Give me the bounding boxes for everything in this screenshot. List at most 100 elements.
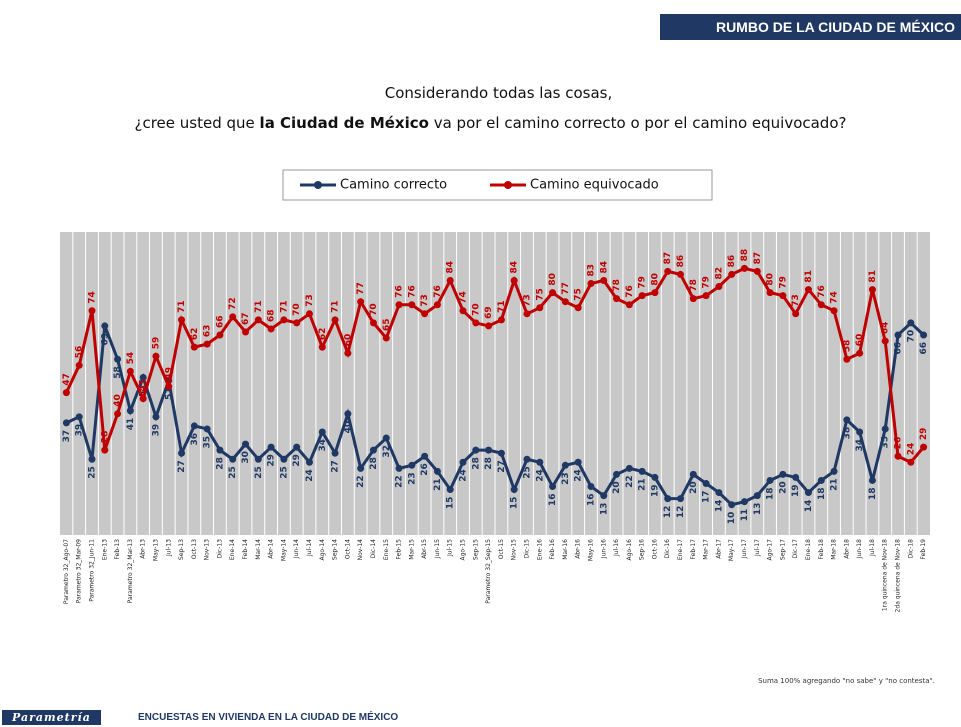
data-point <box>523 310 531 318</box>
x-tick-label: Nov-15 <box>511 539 518 561</box>
data-label: 45 <box>139 379 149 392</box>
data-point <box>561 298 569 306</box>
x-tick-label: Mar-14 <box>255 539 262 560</box>
x-tick-label: Jun-15 <box>434 539 441 559</box>
data-label: 77 <box>561 282 571 295</box>
data-label: 70 <box>369 303 379 316</box>
data-point <box>702 479 710 487</box>
data-point <box>357 464 365 472</box>
x-tick-label: Parametro 32_Mar-09 <box>76 539 83 604</box>
data-point <box>318 428 326 436</box>
data-label: 29 <box>292 454 302 467</box>
data-point <box>88 307 96 315</box>
x-tick-label: Jul-14 <box>306 539 313 557</box>
footer-text: ENCUESTAS EN VIVIENDA EN LA CIUDAD DE MÉ… <box>138 712 399 723</box>
x-tick-label: Feb-15 <box>396 539 403 560</box>
data-label: 77 <box>356 282 366 295</box>
data-point <box>242 328 250 336</box>
data-label: 58 <box>113 366 123 379</box>
data-label: 71 <box>497 300 507 313</box>
data-point <box>305 310 313 318</box>
data-label: 25 <box>522 466 532 479</box>
data-point <box>446 486 454 494</box>
data-label: 26 <box>420 463 430 476</box>
x-tick-label: Mar-15 <box>408 539 415 560</box>
data-label: 49 <box>164 367 174 380</box>
x-tick-label: Abr-16 <box>575 539 582 559</box>
data-label: 52 <box>139 384 149 397</box>
x-tick-label: Oct-16 <box>651 539 658 559</box>
data-label: 22 <box>395 475 405 488</box>
data-label: 58 <box>842 340 852 353</box>
data-label: 79 <box>778 276 788 289</box>
data-point <box>178 449 186 457</box>
data-point <box>664 495 672 503</box>
x-tick-label: Dic-17 <box>792 539 799 559</box>
data-point <box>203 340 211 348</box>
data-point <box>677 495 685 503</box>
data-point <box>114 355 122 363</box>
x-tick-label: Jun-16 <box>600 539 607 559</box>
data-label: 28 <box>369 457 379 470</box>
data-point <box>216 331 224 339</box>
legend-marker <box>314 181 322 189</box>
data-label: 74 <box>87 291 97 304</box>
data-point <box>856 428 864 436</box>
x-tick-label: Mar-16 <box>562 539 569 560</box>
data-point <box>510 486 518 494</box>
data-label: 76 <box>395 285 405 298</box>
x-tick-label: Abr-15 <box>421 539 428 559</box>
data-label: 62 <box>190 328 200 341</box>
x-tick-label: Ene-17 <box>677 539 684 560</box>
data-label: 14 <box>714 500 724 513</box>
data-label: 47 <box>62 373 72 386</box>
data-point <box>331 449 339 457</box>
data-point <box>126 407 134 415</box>
data-label: 54 <box>126 352 136 365</box>
data-point <box>62 389 70 397</box>
data-label: 60 <box>343 334 353 347</box>
data-label: 16 <box>586 494 596 507</box>
data-point <box>715 489 723 497</box>
data-point <box>804 489 812 497</box>
x-tick-label: May-16 <box>587 539 594 561</box>
data-point <box>740 498 748 506</box>
data-label: 30 <box>241 451 251 464</box>
data-label: 56 <box>75 346 85 359</box>
data-label: 11 <box>740 509 750 522</box>
data-label: 75 <box>574 288 584 301</box>
data-label: 81 <box>868 270 878 283</box>
data-label: 41 <box>126 418 136 431</box>
data-label: 18 <box>817 487 827 500</box>
data-label: 84 <box>599 261 609 274</box>
data-label: 18 <box>766 487 776 500</box>
data-label: 34 <box>318 439 328 452</box>
x-tick-label: Jul-13 <box>165 539 172 557</box>
data-label: 13 <box>753 503 763 516</box>
x-tick-label: Parametro 32_Sep-15 <box>485 539 492 604</box>
data-label: 24 <box>574 469 584 482</box>
data-point <box>395 464 403 472</box>
data-point <box>242 440 250 448</box>
data-label: 14 <box>804 500 814 513</box>
data-point <box>549 289 557 297</box>
data-point <box>421 452 429 460</box>
data-label: 15 <box>446 497 456 510</box>
data-point <box>625 464 633 472</box>
footer: Parametría ENCUESTAS EN VIVIENDA EN LA CI… <box>0 708 961 727</box>
data-point <box>728 270 736 278</box>
data-point <box>779 292 787 300</box>
data-point <box>817 301 825 309</box>
data-point <box>600 276 608 284</box>
x-tick-label: Abr-13 <box>140 539 147 559</box>
data-point <box>280 455 288 463</box>
data-point <box>625 301 633 309</box>
data-label: 24 <box>906 443 916 456</box>
data-label: 10 <box>727 512 737 525</box>
data-point <box>651 473 659 481</box>
data-label: 36 <box>190 433 200 446</box>
data-label: 39 <box>75 424 85 437</box>
data-point <box>574 458 582 466</box>
data-point <box>395 301 403 309</box>
